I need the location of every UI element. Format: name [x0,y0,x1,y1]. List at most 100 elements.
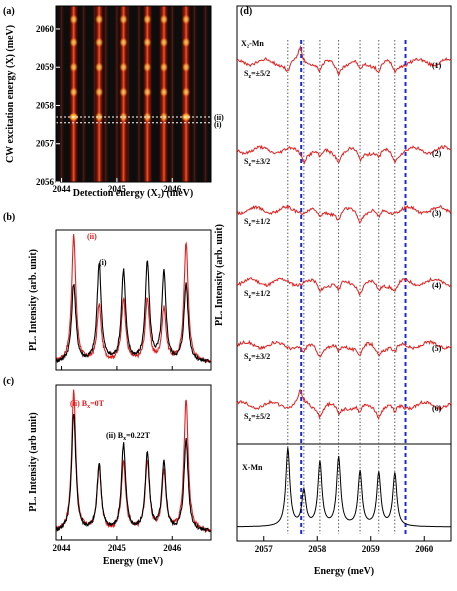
x-tick-label: 2046 [163,184,182,194]
heatmap-spot [159,87,168,98]
trace-spin-label: Sz=±5/2 [244,412,270,423]
trace-index-label: (1) [432,61,442,70]
x-tick-label: 2057 [255,544,274,554]
x-tick-label: 2060 [415,544,434,554]
heatmap-spot [69,87,78,98]
heatmap-spot [119,62,128,73]
heatmap-spot [159,62,168,73]
heatmap-spot [143,111,152,122]
x-tick-label: 2046 [163,543,182,553]
trace-index-label: (4) [432,281,442,290]
heatmap-spot [95,37,104,48]
panel-d-frame [236,5,452,542]
heatmap-spot [95,111,104,122]
panel-d-ylabel: PL. Intensity (arb. unit) [214,224,225,326]
heatmap-faint-column [202,6,209,182]
heatmap-spot [159,111,168,122]
spectrum-panel-d: 2057 2058 2059 2060 [236,5,452,554]
trace-line [236,339,452,358]
heatmap-faint-column [80,6,87,182]
trace-line [236,144,451,165]
heatmap-spot [69,37,78,48]
trace-line [236,276,452,297]
heatmap-spot [182,37,191,48]
trace-line [236,204,452,225]
heatmap-spot [119,37,128,48]
x-tick-label: 2059 [362,544,381,554]
series-line-2 [55,260,212,364]
panel-d-xmn-label: X-Mn [242,463,263,472]
heatmap-spot [95,62,104,73]
trace-index-label: (5) [432,344,442,353]
trace-spin-label: Sz=±3/2 [244,352,270,363]
trace-spin-label: Sz=±5/2 [244,69,270,80]
series-line-2 [55,413,212,533]
panel-b-label: (b) [3,212,15,223]
heatmap-faint-column [136,6,143,182]
trace-line [236,44,452,76]
panel-c-series-ii-label: (ii) Bx=0T [70,399,105,410]
heatmap-spot [119,14,128,25]
heatmap-spot [69,62,78,73]
trace-spin-label: Sz=±1/2 [244,217,270,228]
heatmap-faint-column [113,6,120,182]
panel-c-series-i-label: (ii) Bx=0.22T [106,431,151,442]
panel-a-label: (a) [3,6,15,17]
heatmap-spot [95,14,104,25]
panel-d-label: (d) [240,6,252,17]
y-tick-label: 2060 [36,24,55,34]
panel-b-ylabel: PL. Intensity (arb. unit) [28,249,39,351]
x-tick-label: 2045 [108,543,127,553]
heatmap-faint-column [191,6,198,182]
trace-spin-label: Sz=±3/2 [244,157,270,168]
heatmap-spot [143,62,152,73]
x-tick-label: 2058 [308,544,327,554]
heatmap-spot [119,87,128,98]
heatmap-spot [69,14,78,25]
panel-a-xlabel: Detection energy (X₂) (meV) [73,188,193,199]
annotation-i: (i) [214,120,222,129]
panel-b-series-i-label: (i) [99,258,107,267]
y-tick-label: 2056 [36,177,55,187]
annotation-ii: (ii) [214,113,224,122]
y-tick-label: 2059 [36,62,55,72]
xmn-trace-line [237,447,451,528]
heatmap-panel: 2044 2045 2046 2056 2057 2058 2059 2060 [36,5,212,194]
trace-index-label: (3) [432,209,442,218]
panel-a-ylabel: CW excitation energy (X) (meV) [5,25,16,163]
panel-c-xlabel: Energy (meV) [103,556,163,567]
heatmap-spot [182,14,191,25]
heatmap-faint-column [169,6,176,182]
panel-c-ylabel: PL. Intensity (arb unit) [28,412,39,511]
heatmap-spot [182,87,191,98]
panel-b-series-ii-label: (ii) [87,232,97,241]
heatmap-spot [182,62,191,73]
heatmap-hot-spot [181,112,192,121]
heatmap-spot [119,111,128,122]
heatmap-faint-column [102,6,109,182]
heatmap-spot [95,87,104,98]
spectrum-panel-b [55,229,212,371]
y-tick-label: 2057 [36,139,55,149]
x-tick-label: 2044 [53,543,72,553]
heatmap-spot [143,37,152,48]
panel-d-xlabel: Energy (meV) [314,566,374,577]
y-tick-label: 2058 [36,100,55,110]
heatmap-faint-column [58,6,65,182]
panel-d-title: X₂-Mn [241,39,264,48]
trace-spin-label: Sz=±1/2 [244,289,270,300]
x-tick-label: 2045 [108,184,127,194]
series-line-1 [55,234,212,364]
heatmap-spot [143,14,152,25]
panel-c-label: (c) [3,376,14,387]
trace-index-label: (6) [432,404,442,413]
spectrum-panel-c: 2044 2045 2046 [53,384,212,553]
trace-line [236,389,452,421]
heatmap-spot [159,37,168,48]
trace-index-label: (2) [432,149,442,158]
heatmap-spot [143,87,152,98]
heatmap-frame [55,5,212,183]
heatmap-spot [159,14,168,25]
x-tick-label: 2044 [53,184,72,194]
